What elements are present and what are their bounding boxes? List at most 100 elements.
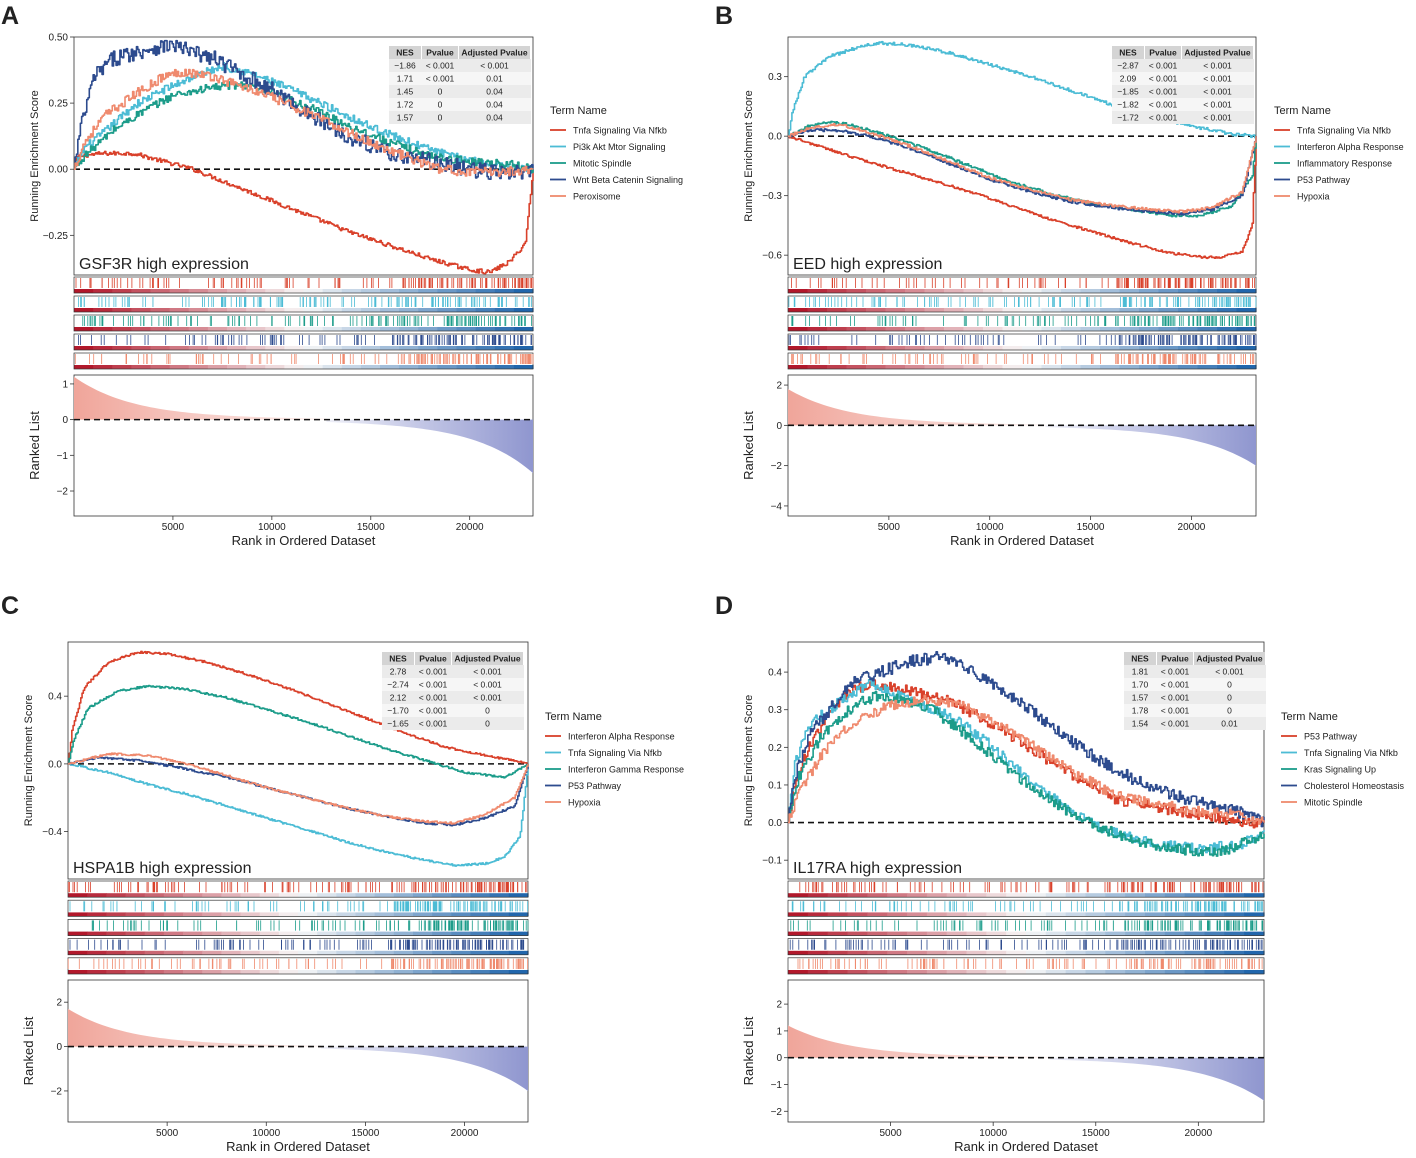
rank-gradient-segment bbox=[1041, 289, 1062, 293]
rank-gradient-segment bbox=[1085, 893, 1106, 898]
rank-gradient-segment bbox=[1041, 365, 1062, 369]
rank-gradient-segment bbox=[1026, 893, 1047, 898]
rank-gradient-segment bbox=[221, 912, 242, 917]
rank-gradient-segment bbox=[317, 912, 337, 917]
rank-gradient-segment bbox=[1139, 365, 1160, 369]
table-header-text: NES bbox=[389, 654, 407, 664]
rank-gradient-segment bbox=[418, 365, 438, 369]
table-header-cell bbox=[415, 652, 451, 665]
table-cell: < 0.001 bbox=[426, 74, 455, 84]
rank-gradient-segment bbox=[183, 970, 203, 974]
barcode-strip bbox=[787, 276, 1257, 294]
x-tick-label: 15000 bbox=[1077, 522, 1105, 533]
table-cell: < 0.001 bbox=[426, 61, 455, 71]
table-cell-bg bbox=[459, 72, 531, 85]
rank-gradient-segment bbox=[1236, 365, 1257, 369]
barcode-strip bbox=[73, 276, 534, 294]
es-y-tick-label: 0.0 bbox=[768, 132, 782, 143]
x-axis: 5000 10000 15000 20000 bbox=[156, 1122, 479, 1139]
rank-gradient-segment bbox=[298, 912, 318, 917]
table-cell: < 0.001 bbox=[419, 693, 448, 703]
rank-gradient-segment bbox=[125, 931, 146, 936]
rank-gradient-segment bbox=[303, 308, 324, 312]
rank-gradient-segment bbox=[227, 365, 247, 369]
rank-gradient-segment bbox=[240, 950, 261, 955]
table-cell-bg bbox=[1124, 691, 1157, 704]
rank-gradient-segment bbox=[93, 346, 113, 350]
rank-gradient-segment bbox=[207, 365, 228, 369]
panel-c: C −0.4 0.0 0.4 Running Enrichment Score HSPA1… bbox=[1, 592, 684, 1154]
table-cell-bg bbox=[1124, 717, 1157, 730]
rank-gradient-segment bbox=[74, 308, 94, 312]
rank-gradient-segment bbox=[905, 327, 926, 331]
table-cell: < 0.001 bbox=[1203, 74, 1232, 84]
rank-gradient-segment bbox=[169, 365, 190, 369]
rank-gradient-segment bbox=[867, 912, 888, 917]
rank-gradient-segment bbox=[125, 950, 146, 955]
rank-gradient-segment bbox=[1217, 346, 1238, 350]
rank-gradient-segment bbox=[144, 893, 165, 898]
rank-gradient-segment bbox=[202, 912, 222, 917]
rank-gradient-segment bbox=[336, 970, 357, 974]
table-cell: 2.09 bbox=[1120, 74, 1137, 84]
rank-gradient-segment bbox=[374, 950, 395, 955]
legend: Term Name Interferon Alpha Response Tnfa S… bbox=[545, 711, 684, 808]
rank-gradient-segment bbox=[68, 970, 88, 974]
rank-gradient-segment bbox=[966, 970, 987, 974]
rank-gradient-segment bbox=[1184, 950, 1206, 955]
es-line-interferon-gamma-response bbox=[68, 684, 529, 779]
es-y-tick-label: −0.6 bbox=[762, 251, 782, 262]
table-cell-bg bbox=[1194, 717, 1266, 730]
x-tick-label: 10000 bbox=[258, 522, 286, 533]
rank-gradient-segment bbox=[207, 327, 228, 331]
panel-d: D −0.1 0.0 0.1 0.2 0.3 0.4 Running Enrichment S… bbox=[715, 592, 1405, 1154]
barcode-strip bbox=[73, 352, 534, 370]
rank-gradient-segment bbox=[183, 893, 203, 898]
rank-gradient-segment bbox=[1164, 931, 1186, 936]
rank-gradient-segment bbox=[1080, 289, 1101, 293]
rank-gradient-segment bbox=[983, 346, 1004, 350]
es-y-label: Running Enrichment Score bbox=[743, 90, 755, 221]
table-cell-bg bbox=[1145, 98, 1182, 111]
x-axis-label: Rank in Ordered Dataset bbox=[232, 533, 376, 548]
barcode-hits bbox=[791, 316, 1256, 326]
legend-title: Term Name bbox=[550, 105, 607, 117]
rank-gradient-segment bbox=[68, 931, 88, 936]
rank-gradient-segment bbox=[846, 365, 867, 369]
rank-gradient-segment bbox=[163, 912, 184, 917]
rank-gradient-segment bbox=[946, 950, 968, 955]
es-y-tick-label: 0.2 bbox=[768, 743, 782, 754]
rank-gradient-segment bbox=[1006, 893, 1027, 898]
rank-positive-area bbox=[74, 376, 327, 420]
rank-gradient-segment bbox=[183, 950, 203, 955]
rank-gradient-segment bbox=[374, 912, 395, 917]
rank-gradient-segment bbox=[188, 308, 209, 312]
table-cell-bg bbox=[1157, 691, 1194, 704]
table-cell: 1.57 bbox=[1132, 693, 1149, 703]
table-cell: < 0.001 bbox=[1161, 719, 1190, 729]
panel-label: C bbox=[1, 592, 19, 620]
table-cell: < 0.001 bbox=[473, 667, 502, 677]
rank-gradient-segment bbox=[341, 289, 362, 293]
rank-gradient-segment bbox=[946, 912, 968, 917]
es-y-label: Running Enrichment Score bbox=[29, 90, 41, 221]
legend-label: Interferon Alpha Response bbox=[568, 732, 675, 742]
table-header-text: Adjusted Pvalue bbox=[1196, 654, 1262, 664]
rank-gradient-segment bbox=[1119, 308, 1140, 312]
rank-gradient-segment bbox=[983, 308, 1004, 312]
legend-label: P53 Pathway bbox=[1297, 175, 1351, 185]
rank-gradient-segment bbox=[1125, 893, 1146, 898]
rank-gradient-segment bbox=[284, 365, 305, 369]
rank-gradient-segment bbox=[907, 893, 928, 898]
rank-gradient-segment bbox=[163, 931, 184, 936]
rank-gradient-segment bbox=[494, 365, 515, 369]
table-cell: 1.71 bbox=[397, 74, 414, 84]
es-y-tick-label: 0.50 bbox=[49, 33, 69, 44]
rank-gradient-segment bbox=[827, 893, 849, 898]
rank-gradient-segment bbox=[1045, 912, 1067, 917]
rank-gradient-segment bbox=[1224, 950, 1245, 955]
es-y-label: Running Enrichment Score bbox=[23, 695, 35, 826]
rank-gradient-segment bbox=[112, 365, 132, 369]
rank-gradient-segment bbox=[807, 950, 829, 955]
table-cell-bg bbox=[382, 665, 415, 678]
